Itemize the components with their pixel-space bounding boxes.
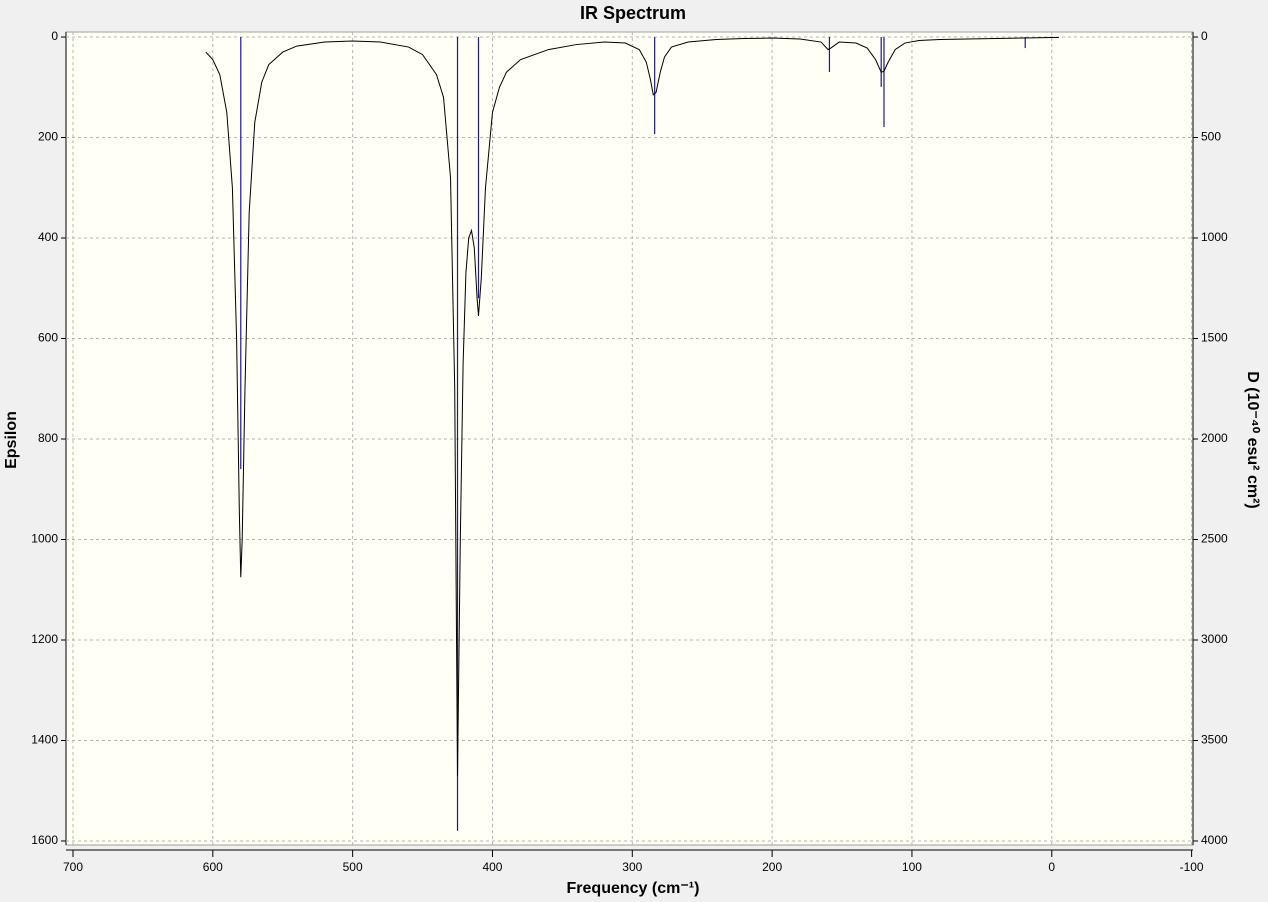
x-tick-label: 700 [63, 860, 83, 874]
x-tick-label: 200 [762, 860, 782, 874]
y-tick-label: 0 [51, 29, 58, 43]
x-tick-label: 500 [343, 860, 363, 874]
y-tick-label: 1000 [31, 532, 58, 546]
y2-tick-label: 2000 [1201, 431, 1228, 445]
x-tick-label: 600 [203, 860, 223, 874]
y2-tick-label: 4000 [1201, 833, 1228, 847]
y-tick-label: 600 [38, 331, 58, 345]
y-axis-title: Epsilon [3, 411, 20, 469]
y2-tick-label: 1500 [1201, 331, 1228, 345]
y2-tick-label: 500 [1201, 130, 1221, 144]
y2-tick-label: 3500 [1201, 733, 1228, 747]
x-tick-label: 0 [1048, 860, 1055, 874]
chart-title: IR Spectrum [580, 3, 686, 23]
x-tick-label: 300 [622, 860, 642, 874]
y-tick-label: 400 [38, 230, 58, 244]
x-tick-label: 400 [482, 860, 502, 874]
plot-area [65, 31, 1194, 846]
y2-tick-label: 2500 [1201, 532, 1228, 546]
y2-tick-label: 0 [1201, 29, 1208, 43]
x-tick-label: 100 [902, 860, 922, 874]
y-tick-label: 1200 [31, 632, 58, 646]
y-tick-label: 1600 [31, 833, 58, 847]
y2-tick-label: 1000 [1201, 230, 1228, 244]
y-tick-label: 200 [38, 130, 58, 144]
y-tick-label: 1400 [31, 733, 58, 747]
x-tick-label: -100 [1180, 860, 1204, 874]
y-tick-label: 800 [38, 431, 58, 445]
spectrum-line [205, 37, 1059, 776]
y2-axis-title: D (10⁻⁴⁰ esu² cm²) [1244, 371, 1261, 508]
x-axis-title: Frequency (cm⁻¹) [567, 880, 700, 897]
y2-tick-label: 3000 [1201, 632, 1228, 646]
